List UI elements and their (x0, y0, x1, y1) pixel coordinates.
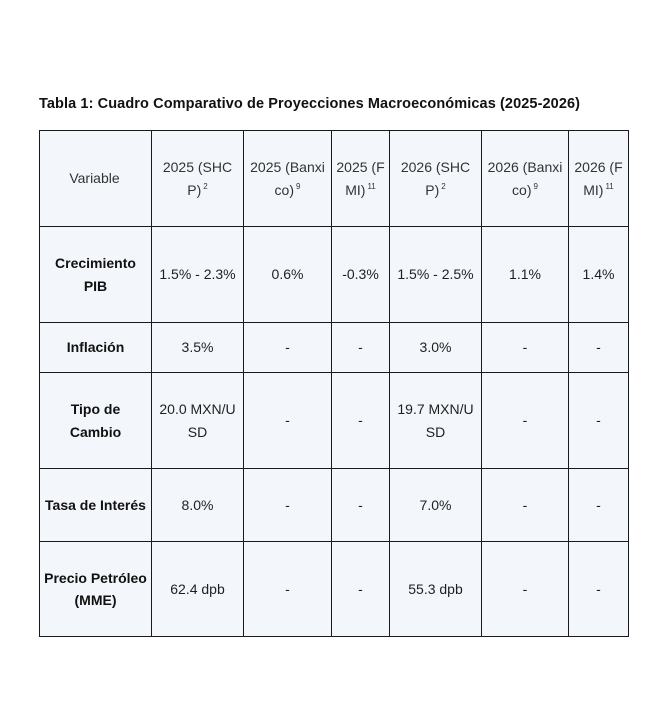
table-cell: 1.1% (481, 226, 569, 323)
row-label: Tasa de Interés (39, 468, 152, 542)
header-cell: 2025 (FMI) 11 (331, 130, 390, 227)
table-cell: 1.4% (568, 226, 629, 323)
header-cell: 2026 (SHCP) 2 (389, 130, 482, 227)
table-cell: 62.4 dpb (151, 541, 244, 637)
table-cell: - (243, 468, 332, 542)
table-cell: - (481, 541, 569, 637)
header-cell: 2025 (SHCP) 2 (151, 130, 244, 227)
table-cell: 3.0% (389, 322, 482, 373)
table-cell: - (481, 322, 569, 373)
row-label: Precio Petróleo (MME) (39, 541, 152, 637)
header-cell: 2025 (Banxico) 9 (243, 130, 332, 227)
table-caption: Tabla 1: Cuadro Comparativo de Proyeccio… (39, 96, 581, 112)
table-cell: 20.0 MXN/USD (151, 372, 244, 469)
table-cell: - (331, 468, 390, 542)
table-row: Precio Petróleo (MME) 62.4 dpb - - 55.3 … (39, 541, 629, 637)
header-cell: Variable (39, 130, 152, 227)
table-cell: 1.5% - 2.5% (389, 226, 482, 323)
table-cell: - (568, 541, 629, 637)
table-cell: - (568, 372, 629, 469)
table-cell: - (243, 541, 332, 637)
table-row: Crecimiento PIB 1.5% - 2.3% 0.6% -0.3% 1… (39, 226, 629, 323)
table-row: Tasa de Interés 8.0% - - 7.0% - - (39, 468, 629, 542)
table-cell: 55.3 dpb (389, 541, 482, 637)
table-cell: 8.0% (151, 468, 244, 542)
header-cell: 2026 (FMI) 11 (568, 130, 629, 227)
table-cell: - (331, 322, 390, 373)
table-row: Tipo de Cambio 20.0 MXN/USD - - 19.7 MXN… (39, 372, 629, 469)
table-cell: - (243, 322, 332, 373)
row-label: Tipo de Cambio (39, 372, 152, 469)
table-cell: 1.5% - 2.3% (151, 226, 244, 323)
table-cell: - (331, 372, 390, 469)
row-label: Crecimiento PIB (39, 226, 152, 323)
table-cell: - (481, 468, 569, 542)
table-row: Inflación 3.5% - - 3.0% - - (39, 322, 629, 373)
table-cell: - (568, 322, 629, 373)
table-cell: 0.6% (243, 226, 332, 323)
row-label: Inflación (39, 322, 152, 373)
table-cell: - (243, 372, 332, 469)
table-cell: 7.0% (389, 468, 482, 542)
table-cell: -0.3% (331, 226, 390, 323)
table-header-row: Variable 2025 (SHCP) 2 2025 (Banxico) 9 20… (39, 130, 629, 227)
header-cell: 2026 (Banxico) 9 (481, 130, 569, 227)
table-cell: - (481, 372, 569, 469)
table-cell: - (331, 541, 390, 637)
table-cell: 19.7 MXN/USD (389, 372, 482, 469)
macro-projections-table: Variable 2025 (SHCP) 2 2025 (Banxico) 9 20… (39, 130, 629, 637)
table-cell: - (568, 468, 629, 542)
table-cell: 3.5% (151, 322, 244, 373)
